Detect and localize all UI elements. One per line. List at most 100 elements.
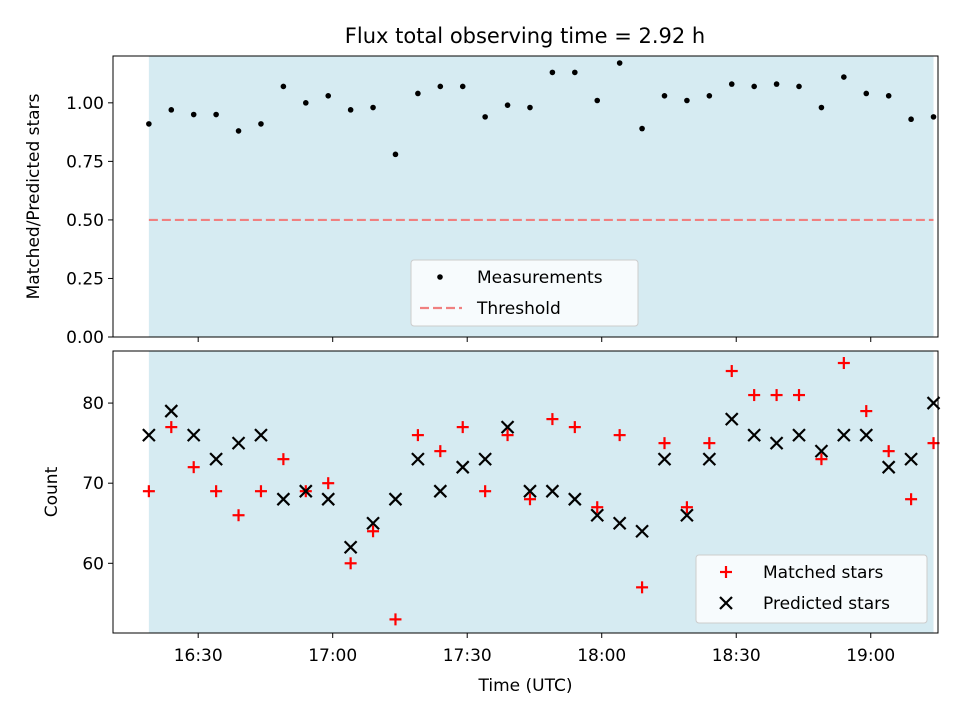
measurement-point [572, 69, 578, 76]
matched-star-point [636, 581, 649, 594]
predicted-star-point [881, 460, 896, 474]
predicted-star-point [904, 452, 918, 466]
legend-label-matched: Matched stars [763, 563, 883, 583]
matched-star-point [860, 405, 873, 418]
predicted-star-point [545, 484, 560, 498]
matched-star-point [725, 365, 738, 378]
bottom-axes-frame [112, 350, 939, 634]
predicted-star-point [769, 436, 784, 450]
ratio-panel: 0.00 0.25 0.50 0.75 1.00 Matched/Predicted s… [24, 55, 939, 348]
matched-star-point [546, 413, 559, 426]
measurement-point [885, 93, 892, 99]
matched-star-point [837, 357, 850, 370]
measurement-point [302, 100, 309, 106]
matched-star-point [187, 461, 200, 474]
predicted-star-point [455, 460, 470, 474]
predicted-star-point [231, 436, 246, 450]
matched-star-point [165, 421, 178, 434]
matched-star-point [210, 485, 223, 498]
y-tick-label: 0.50 [66, 211, 104, 231]
measurement-point [190, 111, 197, 118]
predicted-star-point [411, 452, 425, 466]
measurement-point [504, 102, 511, 108]
measurement-point [930, 114, 937, 120]
predicted-star-point [343, 540, 358, 555]
predicted-star-point [837, 428, 851, 442]
measurement-point [235, 128, 242, 134]
legend-label-threshold: Threshold [476, 299, 561, 319]
count-points [142, 357, 941, 626]
predicted-star-point [814, 444, 829, 458]
matched-star-point [680, 501, 693, 514]
bottom-legend-box [695, 554, 928, 624]
y-tick-label: 70 [82, 474, 104, 494]
predicted-star-point [321, 492, 335, 506]
top-x-ticks [197, 337, 872, 342]
measurement-point [728, 81, 735, 87]
predicted-star-point [657, 452, 672, 466]
measurement-point [751, 83, 757, 90]
measurement-point [459, 83, 466, 90]
measurement-point [415, 90, 421, 97]
matched-star-point [770, 389, 783, 402]
matched-star-point [367, 525, 380, 538]
measurement-point [325, 93, 332, 99]
predicted-star-point [276, 492, 291, 506]
legend-marker-predicted [719, 596, 733, 610]
measurement-point [661, 93, 668, 99]
predicted-star-point [254, 428, 268, 442]
measurement-point [684, 97, 690, 104]
matched-star-point [501, 429, 514, 442]
measurement-point [773, 81, 780, 87]
x-tick-label: 18:30 [712, 646, 761, 666]
top-axes-frame [112, 55, 939, 338]
predicted-star-point [702, 452, 717, 466]
predicted-star-point [142, 428, 156, 442]
predicted-star-point [590, 508, 605, 523]
measurement-point [841, 74, 847, 80]
y-tick-label: 1.00 [66, 94, 104, 114]
predicted-star-point [523, 484, 537, 498]
matched-star-point [142, 485, 155, 498]
measurement-point [168, 107, 175, 113]
measurement-point [370, 104, 376, 111]
x-axis-label: Time (UTC) [478, 676, 573, 696]
matched-star-point [479, 485, 492, 498]
x-tick-label: 17:30 [443, 646, 492, 666]
predicted-star-point [635, 524, 649, 539]
top-legend: Measurements Threshold [410, 259, 639, 327]
matched-star-point [882, 445, 895, 458]
x-tick-label: 18:00 [577, 646, 626, 666]
measurement-point [863, 90, 870, 97]
bottom-x-axis: 16:30 17:00 17:30 18:00 18:30 19:00 [174, 633, 895, 666]
measurement-point [280, 83, 287, 90]
matched-star-point [905, 493, 918, 506]
measurement-point [639, 125, 645, 132]
measurement-point [437, 83, 444, 90]
matched-star-point [658, 437, 671, 450]
predicted-star-point [680, 508, 694, 523]
matched-star-point [389, 613, 402, 626]
y-tick-label: 60 [82, 554, 104, 574]
matched-star-point [815, 453, 828, 466]
y-tick-label: 80 [82, 394, 104, 414]
predicted-star-point [433, 484, 448, 498]
predicted-star-point [388, 492, 403, 506]
matched-star-point [411, 429, 424, 442]
matched-star-point [277, 453, 290, 466]
y-tick-label: 0.25 [66, 269, 104, 289]
matched-star-point [703, 437, 716, 450]
measurement-point [213, 111, 219, 118]
measurement-point [616, 60, 623, 66]
y-tick-label: 0.75 [66, 152, 104, 172]
x-tick-label: 16:30 [174, 646, 223, 666]
top-legend-box [410, 259, 639, 327]
legend-label-measurements: Measurements [477, 268, 603, 288]
measurement-point [258, 121, 264, 127]
predicted-star-point [792, 428, 806, 442]
matched-star-point [568, 421, 581, 434]
measurement-point [549, 69, 556, 76]
matched-star-point [456, 421, 469, 434]
predicted-star-point [612, 516, 627, 531]
